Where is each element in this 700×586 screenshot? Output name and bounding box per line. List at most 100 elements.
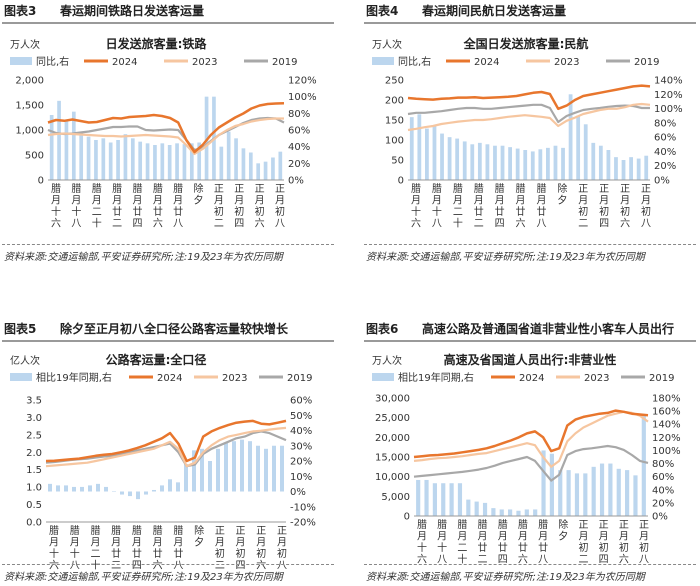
yoy-bar [71,111,76,180]
legend-label-2024: 2024 [112,57,137,68]
chart-panel-highway: 图表6 高速公路及普通国省道非营业性小客车人员出行 高速及省国道人员出行:非营业… [364,318,696,586]
x-date-label: 正月初六 [255,184,265,230]
legend-bar-label: 相比19年同期,右 [36,371,112,384]
yoy-bar [200,448,204,492]
yoy-bar [566,470,571,516]
yoy-bar [96,483,100,492]
yoy-bar [466,499,471,516]
x-date-label: 腊月廿八 [538,519,548,566]
left-tick-label: 1.5 [26,465,42,476]
series-line-2024 [407,84,651,111]
yoy-bar [644,155,649,180]
yoy-bar [94,140,98,180]
source-note: 资料来源:交通运输部,平安证券研究所;注:19及23年为农历同期 [366,572,645,583]
left-tick-label: 0 [38,176,44,187]
x-date-label: 腊月十六 [51,183,61,230]
x-date-label: 腊月十六 [417,519,427,566]
left-tick-label: 1.0 [26,483,42,494]
source-note: 资料来源:交通运输部,平安证券研究所;注:19及23年为农历同期 [366,252,645,263]
left-tick-label: 3.0 [26,413,42,424]
right-tick-label: 40% [654,147,676,158]
right-tick-label: 20% [288,159,310,170]
yoy-bar [625,470,630,516]
right-tick-label: 80% [654,118,676,129]
yoy-bar [477,142,482,180]
yoy-bar [264,448,268,492]
right-tick-label: -20% [290,518,316,529]
series-line-2024 [45,419,287,463]
right-tick-label: 60% [654,133,676,144]
x-date-label: 腊月廿八 [173,183,183,230]
yoy-bar [57,100,61,180]
figure-number: 图表3 [4,4,37,18]
yoy-bar [86,136,91,180]
x-date-label: 腊月二十 [453,183,463,230]
x-date-label: 正月初四 [234,184,244,230]
right-tick-label: 140% [652,420,681,431]
figure-header: 图表4 春运期间民航日发送客运量 [364,0,696,24]
yoy-bar [523,150,528,180]
right-tick-label: 0% [290,487,306,498]
right-tick-label: 100% [654,104,683,115]
left-tick-label: 250 [385,76,404,87]
yoy-bar [240,439,244,492]
left-axis-unit: 万人次 [372,354,402,367]
legend-label-2023: 2023 [554,57,579,68]
yoy-bar [64,120,69,180]
yoy-bar [256,163,261,180]
x-date-label: 除夕 [558,518,568,543]
yoy-bar [64,485,68,492]
left-tick-label: 0.0 [26,518,42,529]
yoy-bar [112,491,116,492]
yoy-bar [48,483,52,492]
right-tick-label: 100% [652,446,681,457]
x-date-label: 正月初六 [619,520,629,566]
x-date-label: 正月初六 [620,184,630,230]
yoy-bar [160,485,164,492]
right-tick-label: 160% [652,407,681,418]
left-tick-label: 0 [404,512,410,523]
legend-label-2024: 2024 [157,373,182,384]
yoy-bar [271,157,275,180]
yoy-bar [130,138,135,180]
yoy-bar [241,148,246,180]
x-date-label: 除夕 [557,182,567,207]
legend-bar-swatch [10,373,32,381]
series-line-2019 [407,103,650,124]
yoy-bar [533,509,538,516]
yoy-bar [591,142,596,180]
source-note: 资料来源:交通运输部,平安证券研究所;注:19及23年为农历同期 [4,572,283,583]
legend-bar-label: 同比,右 [36,55,69,68]
legend-label-2023: 2023 [584,373,609,384]
series-line-2024 [47,102,285,154]
x-date-label: 腊月廿二 [111,525,121,570]
figure-title: 春运期间民航日发送客运量 [422,4,567,18]
legend-label-2023: 2023 [222,373,247,384]
figure-header: 图表5 除夕至正月初八全口径公路客运量较快增长 [2,318,334,342]
yoy-bar [500,145,505,180]
left-tick-label: 3.5 [26,396,42,407]
figure-number: 图表6 [366,322,399,336]
yoy-bar [175,143,179,180]
x-date-label: 腊月十六 [411,183,421,230]
left-tick-label: 30,000 [375,394,410,405]
source-divider [2,244,334,245]
yoy-bar [232,441,236,492]
figure-number: 图表5 [4,322,37,336]
yoy-bar [219,146,224,180]
yoy-bar [482,502,488,516]
yoy-bar [524,509,529,516]
yoy-bar [72,486,76,492]
yoy-bar [599,463,605,516]
yoy-bar [144,491,148,495]
x-date-label: 腊月廿四 [132,525,142,570]
x-date-label: 腊月廿六 [518,519,528,566]
yoy-bar [558,470,563,516]
series-line-2023 [47,117,284,156]
right-tick-label: 120% [652,433,681,444]
x-date-label: 腊月廿二 [478,519,488,566]
